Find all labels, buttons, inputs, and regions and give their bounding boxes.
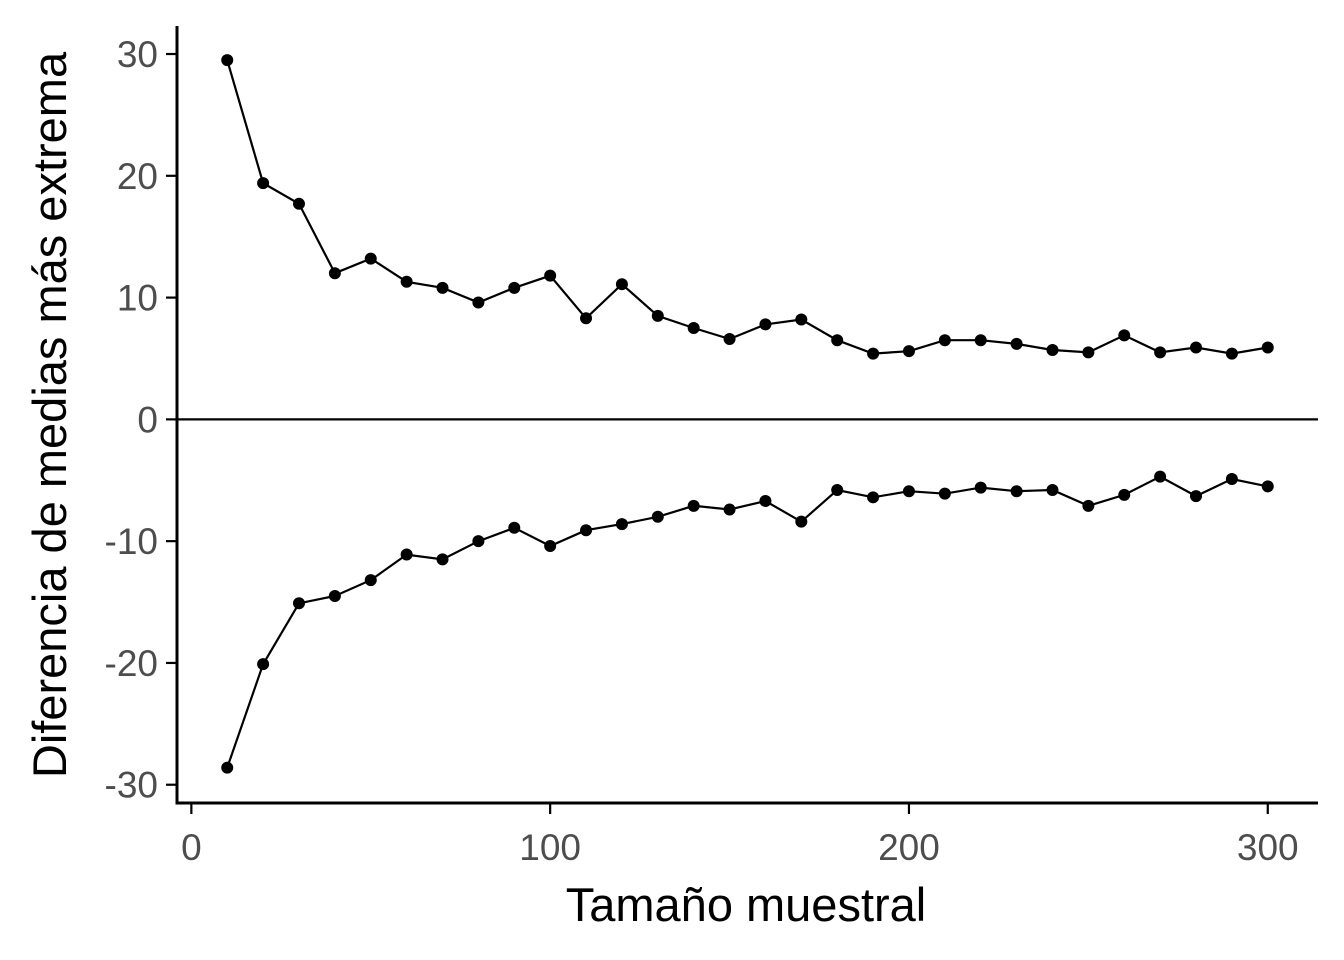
x-tick-label: 100 <box>519 827 581 868</box>
series-2-point <box>938 487 951 500</box>
series-1-point <box>867 347 880 360</box>
y-tick-label: 20 <box>117 156 158 197</box>
series-2-point <box>831 484 844 497</box>
series-1-point <box>687 322 700 335</box>
series-1-point <box>544 269 557 282</box>
series-1-point <box>651 309 664 322</box>
series-1-point <box>759 318 772 331</box>
x-tick-label: 200 <box>878 827 940 868</box>
series-2-point <box>1190 490 1203 503</box>
series-1-point <box>615 278 628 291</box>
series-2-point <box>902 485 915 498</box>
series-layer <box>221 54 1274 774</box>
y-tick-label: -10 <box>105 521 158 562</box>
series-1-point <box>1154 346 1167 359</box>
series-2-point <box>364 574 377 587</box>
series-2-point <box>221 761 234 774</box>
series-2-point <box>723 503 736 516</box>
series-1-point <box>1225 347 1238 360</box>
x-axis-ticks: 0 100 200 300 <box>181 803 1299 868</box>
y-axis-ticks: -30 -20 -10 0 10 20 30 <box>105 34 177 806</box>
series-line-1 <box>226 59 1268 355</box>
series-1-point <box>902 345 915 358</box>
series-2-point <box>1154 470 1167 483</box>
series-1-point <box>938 334 951 347</box>
series-1-point <box>257 177 270 190</box>
series-1-point <box>831 334 844 347</box>
series-2-point <box>1118 488 1131 501</box>
y-tick-label: 30 <box>117 34 158 75</box>
series-1-point <box>436 281 449 294</box>
series-1-point <box>221 54 234 67</box>
x-tick-label: 0 <box>181 827 202 868</box>
series-2-point <box>472 535 485 548</box>
x-tick-label: 300 <box>1237 827 1299 868</box>
series-2-point <box>974 481 987 494</box>
series-1-point <box>580 312 593 325</box>
y-tick-label: 0 <box>137 399 158 440</box>
series-2-point <box>1010 485 1023 498</box>
y-tick-label: -20 <box>105 643 158 684</box>
series-2-point <box>1261 480 1274 493</box>
series-1-point <box>1046 343 1059 356</box>
series-1-point <box>1082 346 1095 359</box>
series-1-point <box>508 281 521 294</box>
series-1-point <box>328 267 341 280</box>
x-axis-title: Tamaño muestral <box>566 878 927 931</box>
series-1-point <box>795 313 808 326</box>
y-tick-label: 10 <box>117 278 158 319</box>
y-tick-label: -30 <box>105 765 158 806</box>
series-2-point <box>1046 484 1059 497</box>
series-2-point <box>615 518 628 531</box>
series-1-point <box>723 332 736 345</box>
series-2-point <box>580 524 593 537</box>
series-2-point <box>257 658 270 671</box>
series-1-point <box>472 296 485 309</box>
series-1-point <box>1118 329 1131 342</box>
series-1-point <box>974 334 987 347</box>
series-2-point <box>292 597 305 610</box>
series-2-point <box>651 510 664 523</box>
series-2-point <box>400 548 413 561</box>
series-2-point <box>867 491 880 504</box>
y-axis-title: Diferencia de medias más extrema <box>23 51 76 778</box>
series-2-point <box>544 540 557 553</box>
series-1-point <box>1010 337 1023 350</box>
series-2-point <box>759 494 772 507</box>
series-2-point <box>1082 499 1095 512</box>
series-2-point <box>795 515 808 528</box>
series-1-point <box>292 197 305 210</box>
series-1-point <box>400 275 413 288</box>
series-2-point <box>1225 473 1238 486</box>
series-1-point <box>1190 341 1203 354</box>
series-2-point <box>687 499 700 512</box>
series-1-point <box>1261 341 1274 354</box>
series-2-point <box>436 553 449 566</box>
series-2-point <box>508 521 521 534</box>
series-1-point <box>364 252 377 265</box>
series-line-2 <box>226 475 1269 769</box>
series-2-point <box>328 589 341 602</box>
